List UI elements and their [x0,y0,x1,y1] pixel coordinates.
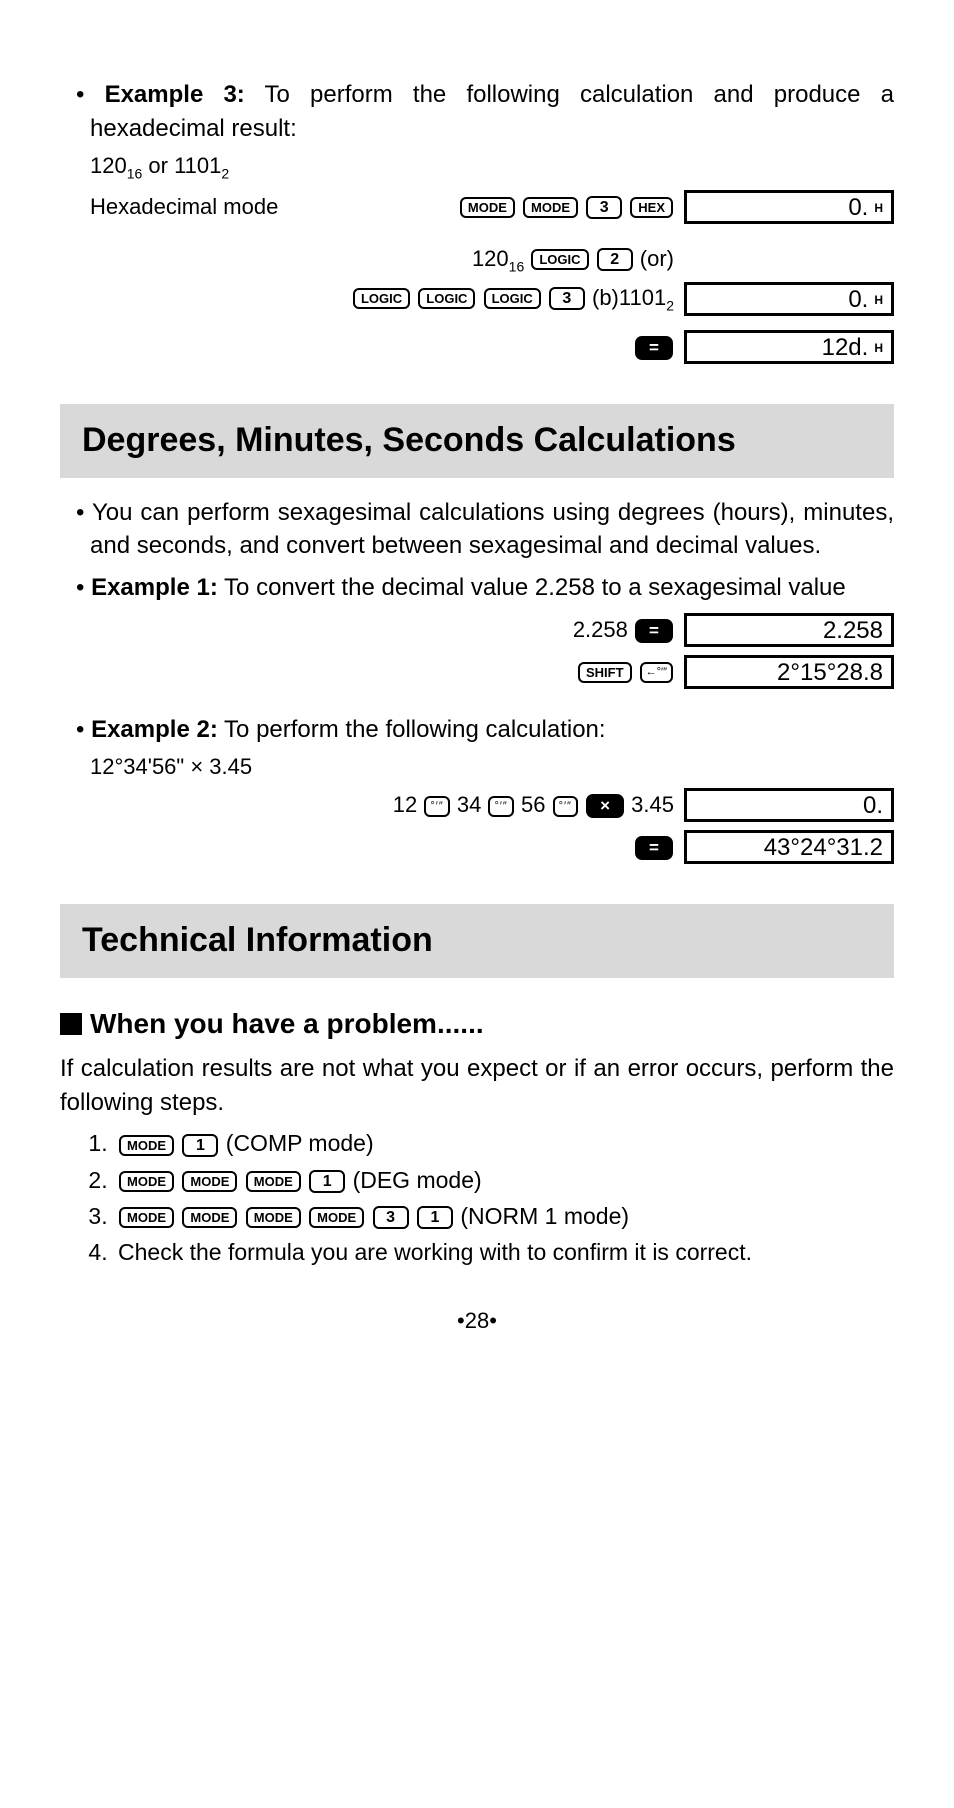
line2-suffix: (or) [640,246,674,271]
equals-key: = [635,336,673,360]
mode-key: MODE [182,1171,237,1192]
num-key-1: 1 [309,1170,345,1193]
equals-key: = [635,836,673,860]
num-key-3: 3 [586,196,622,219]
example3-para: • Example 3: To perform the following ca… [60,78,894,145]
logic-key: LOGIC [353,288,410,309]
dms-ex2-formula: 12°34'56" × 3.45 [90,754,252,780]
display-dms-ex2-2: 43°24°31.2 [684,830,894,864]
dms-ex1-convert: SHIFT ←°′″ [60,659,684,685]
dms-ex2-para: • Example 2: To perform the following ca… [60,713,894,747]
dms-ex1-label: Example 1: [91,574,218,601]
logic-key: LOGIC [484,288,541,309]
mode-key: MODE [460,197,515,218]
display-result-1: 0. H [684,190,894,224]
ex3-line2: 12016 LOGIC 2 (or) [60,246,684,274]
ex3-mode-keys: MODE MODE 3 HEX [278,194,684,220]
dms-ex1-text: To convert the decimal value 2.258 to a … [224,574,846,601]
dms-section-header: Degrees, Minutes, Seconds Calculations [60,404,894,478]
display-value: 12d. [822,334,869,361]
step-3: MODE MODE MODE MODE 3 1 (NORM 1 mode) [114,1200,894,1232]
display-value: 0. [848,286,868,313]
multiply-key: × [586,794,624,818]
page-number: •28• [60,1308,894,1334]
display-result-3: 12d. H [684,330,894,364]
ex3-label: Example 3: [105,81,245,108]
display-suffix: H [874,293,883,307]
dms-ex1-value: 2.258 [573,617,628,642]
dms-convert-key: ←°′″ [640,662,673,683]
mode-key: MODE [182,1207,237,1228]
mode-key: MODE [523,197,578,218]
step2-label: (DEG mode) [353,1167,482,1193]
step1-label: (COMP mode) [226,1130,374,1156]
dms-ex2-eq: = [60,834,684,860]
logic-key: LOGIC [418,288,475,309]
problem-subheader-text: When you have a problem...... [90,1008,484,1039]
dms-ex1-para: • Example 1: To convert the decimal valu… [60,571,894,605]
display-suffix: H [874,341,883,355]
ex3-eq: = [60,334,684,360]
mode-key: MODE [246,1207,301,1228]
mode-key: MODE [119,1207,174,1228]
display-dms-ex2-1: 0. [684,788,894,822]
step-2: MODE MODE MODE 1 (DEG mode) [114,1164,894,1196]
logic-key: LOGIC [531,249,588,270]
step3-label: (NORM 1 mode) [460,1203,629,1229]
v56: 56 [521,792,545,817]
mode-key: MODE [119,1135,174,1156]
dms-key: °′″ [553,796,578,817]
manual-page: • Example 3: To perform the following ca… [0,0,954,1374]
mode-key: MODE [246,1171,301,1192]
ex3-line3: LOGIC LOGIC LOGIC 3 (b)11012 [60,285,684,313]
num-key-3: 3 [373,1206,409,1229]
display-dms1: 2.258 [684,613,894,647]
dms-ex2-label: Example 2: [91,716,218,743]
step-1: MODE 1 (COMP mode) [114,1127,894,1159]
num-key-2: 2 [597,248,633,271]
page-number-value: 28 [465,1308,489,1333]
dms-intro-para: • You can perform sexagesimal calculatio… [60,496,894,563]
display-dms2: 2°15°28.8 [684,655,894,689]
problem-intro: If calculation results are not what you … [60,1052,894,1119]
step-4: Check the formula you are working with t… [114,1236,894,1268]
v12: 12 [393,792,417,817]
ex3-formula: 12016 or 11012 [90,153,229,181]
mult-val: 3.45 [631,792,674,817]
v34: 34 [457,792,481,817]
num-key-3: 3 [549,287,585,310]
problem-subheader: When you have a problem...... [60,1008,894,1040]
display-result-2: 0. H [684,282,894,316]
display-value: 0. [848,194,868,221]
display-suffix: H [874,201,883,215]
equals-key: = [635,619,673,643]
dms-ex2-text: To perform the following calculation: [224,716,606,743]
line2-prefix: 120 [472,246,509,271]
problem-steps: MODE 1 (COMP mode) MODE MODE MODE 1 (DEG… [60,1127,894,1268]
mode-key: MODE [119,1171,174,1192]
line2-sub: 16 [509,258,525,274]
line3-sub: 2 [666,297,674,313]
dms-key: °′″ [424,796,449,817]
dms-ex2-input: 12 °′″ 34 °′″ 56 °′″ × 3.45 [60,792,684,818]
num-key-1: 1 [417,1206,453,1229]
hex-key: HEX [630,197,673,218]
shift-key: SHIFT [578,662,632,683]
dms-intro-text: You can perform sexagesimal calculations… [90,499,894,560]
hex-mode-label: Hexadecimal mode [60,194,278,220]
tech-section-header: Technical Information [60,904,894,978]
dms-key: °′″ [488,796,513,817]
line3-mid: (b)1101 [592,285,666,310]
mode-key: MODE [309,1207,364,1228]
num-key-1: 1 [182,1134,218,1157]
dms-ex1-input: 2.258 = [60,617,684,643]
